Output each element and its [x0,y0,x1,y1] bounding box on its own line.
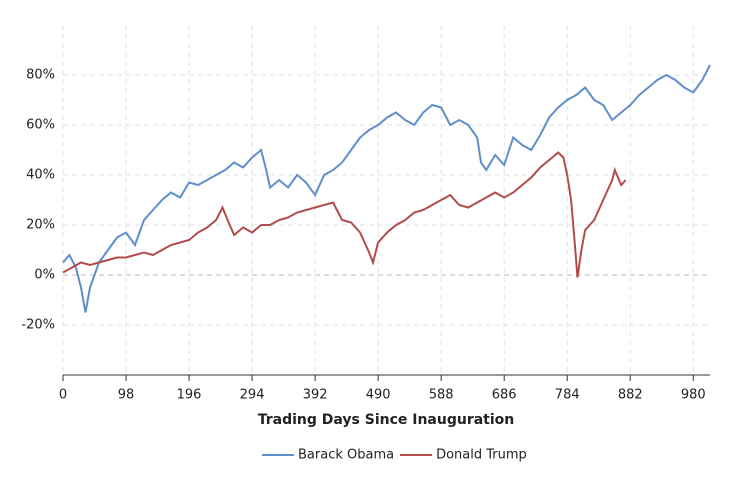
x-tick-label: 0 [59,388,67,403]
x-tick-label: 784 [555,388,580,403]
x-tick-label: 588 [429,388,454,403]
x-tick-label: 882 [618,388,643,403]
x-tick-label: 196 [177,388,202,403]
line [62,64,711,313]
y-tick-label: 40% [26,168,55,183]
y-tick-label: 0% [34,268,55,283]
x-axis-label: Trading Days Since Inauguration [258,412,515,428]
legend-label: Donald Trump [436,448,527,463]
x-tick-label: 980 [681,388,706,403]
y-tick-label: 20% [26,218,55,233]
y-tick-label: 80% [26,68,55,83]
x-tick-label: 98 [118,388,135,403]
y-tick-label: 60% [26,118,55,133]
x-tick-label: 294 [240,388,265,403]
y-tick-label: -20% [21,318,55,333]
legend-label: Barack Obama [298,448,394,463]
x-tick-label: 490 [366,388,391,403]
x-tick-label: 686 [492,388,517,403]
x-tick-label: 392 [303,388,328,403]
line [62,151,627,278]
